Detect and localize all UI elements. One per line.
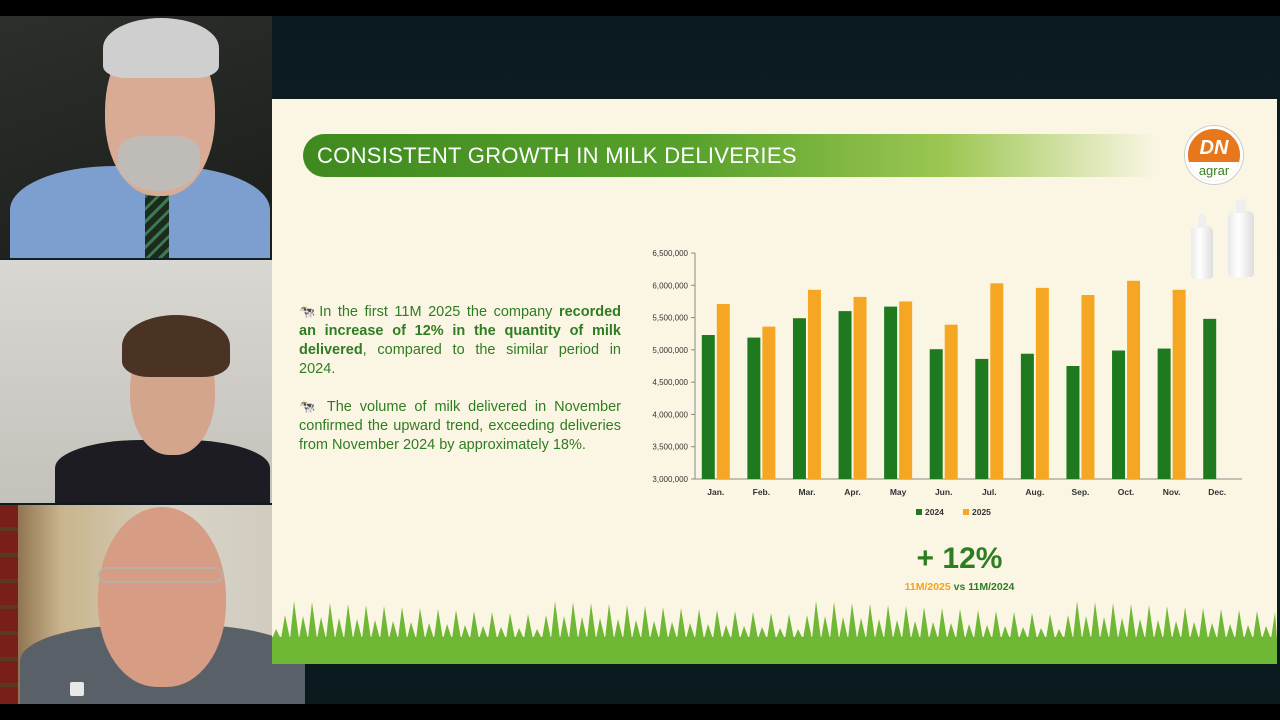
legend-label-2025: 2025 bbox=[972, 507, 991, 517]
bar-2025-aug bbox=[1035, 287, 1049, 479]
y-tick-label: 4,500,000 bbox=[652, 378, 688, 387]
paragraph-1-prefix: In the first 11M 2025 the company bbox=[319, 304, 559, 320]
bar-2024-feb bbox=[747, 337, 761, 479]
comparison-period-b: 11M/2024 bbox=[968, 581, 1015, 593]
participant-1-beard bbox=[118, 136, 200, 191]
bar-2025-oct bbox=[1127, 280, 1141, 479]
chart-legend: 2024 2025 bbox=[916, 507, 991, 517]
bar-2025-jul bbox=[990, 283, 1004, 479]
x-tick-label: Sep. bbox=[1071, 487, 1089, 497]
presentation-slide: CONSISTENT GROWTH IN MILK DELIVERIES DN … bbox=[272, 99, 1277, 664]
grass-blades bbox=[272, 601, 1277, 664]
bar-2025-feb bbox=[762, 326, 776, 479]
bar-2024-jun bbox=[929, 349, 943, 479]
milk-bottle-icon bbox=[1228, 199, 1254, 277]
bar-2025-jan bbox=[716, 304, 730, 479]
growth-percentage: + 12% bbox=[916, 542, 1003, 575]
milk-deliveries-chart: 3,000,000 3,500,000 4,000,000 4,500,000 5,00… bbox=[652, 249, 1242, 517]
x-tick-label: Apr. bbox=[844, 487, 861, 497]
bar-2024-apr bbox=[838, 311, 852, 479]
paragraph-1-suffix: , compared to the similar period in 2024… bbox=[299, 342, 621, 377]
x-tick-label: Jun. bbox=[935, 487, 952, 497]
x-tick-label: Jan. bbox=[707, 487, 724, 497]
bar-2025-sep bbox=[1081, 294, 1095, 479]
x-axis-labels: Jan. Feb. Mar. Apr. May Jun. Jul. Aug. Sep. Oct. N… bbox=[707, 487, 1226, 497]
x-tick-label: Mar. bbox=[798, 487, 815, 497]
x-tick-label: Oct. bbox=[1118, 487, 1135, 497]
paragraph-2-text: The volume of milk delivered in November… bbox=[299, 399, 621, 453]
paragraph-1-bold: recorded an increase of 12% in the quant… bbox=[299, 304, 621, 358]
x-tick-label: Jul. bbox=[982, 487, 997, 497]
y-tick-label: 3,000,000 bbox=[652, 475, 688, 484]
bar-2025-may bbox=[899, 301, 913, 479]
y-tick-label: 6,000,000 bbox=[652, 281, 688, 290]
participant-3-glasses bbox=[98, 567, 223, 583]
x-tick-label: Feb. bbox=[753, 487, 770, 497]
participant-video-1[interactable] bbox=[0, 16, 272, 258]
bar-2024-oct bbox=[1112, 350, 1126, 479]
participant-2-hair bbox=[122, 315, 230, 377]
cow-icon: 🐄 bbox=[299, 304, 316, 319]
bar-2024-may bbox=[884, 306, 898, 479]
slide-title: CONSISTENT GROWTH IN MILK DELIVERIES bbox=[317, 143, 797, 168]
comparison-period-a: 11M/2025 bbox=[904, 581, 951, 593]
y-tick-label: 3,500,000 bbox=[652, 443, 688, 452]
growth-comparison: 11M/2025 vs 11M/2024 bbox=[872, 581, 1047, 593]
participant-1-hair bbox=[103, 18, 219, 78]
title-banner bbox=[303, 134, 1158, 177]
x-tick-label: Dec. bbox=[1208, 487, 1226, 497]
y-axis: 3,000,000 3,500,000 4,000,000 4,500,000 5,00… bbox=[652, 249, 1242, 484]
bar-2024-mar bbox=[792, 318, 806, 479]
legend-swatch-2025 bbox=[963, 509, 969, 515]
bar-2025-nov bbox=[1172, 289, 1186, 479]
bar-2024-sep bbox=[1066, 366, 1080, 479]
bar-2024-jul bbox=[975, 358, 989, 479]
bar-2024-jan bbox=[701, 335, 715, 479]
y-tick-label: 5,500,000 bbox=[652, 314, 688, 323]
x-tick-label: May bbox=[890, 487, 907, 497]
bar-2025-jun bbox=[944, 324, 958, 479]
logo-sub-text: agrar bbox=[1188, 162, 1240, 181]
y-tick-label: 4,000,000 bbox=[652, 410, 688, 419]
x-tick-label: Aug. bbox=[1025, 487, 1044, 497]
participant-video-3[interactable] bbox=[0, 505, 305, 704]
bar-2024-nov bbox=[1157, 348, 1171, 479]
paragraph-increase: 🐄 In the first 11M 2025 the company recor… bbox=[299, 302, 621, 379]
legend-swatch-2024 bbox=[916, 509, 922, 515]
bar-2025-mar bbox=[807, 289, 821, 479]
bars bbox=[701, 280, 1217, 479]
bar-2024-aug bbox=[1020, 353, 1034, 479]
comparison-vs: vs bbox=[950, 581, 969, 593]
logo-main-text: DN bbox=[1199, 137, 1229, 159]
bar-2025-apr bbox=[853, 296, 867, 479]
participant-1-tie bbox=[145, 186, 169, 258]
y-tick-label: 6,500,000 bbox=[652, 249, 688, 258]
bookshelf bbox=[0, 505, 18, 704]
legend-label-2024: 2024 bbox=[925, 507, 944, 517]
bar-2024-dec bbox=[1203, 318, 1217, 479]
company-logo: DN agrar bbox=[1185, 126, 1243, 184]
grass-decoration bbox=[272, 601, 1277, 664]
paragraph-november: 🐄 The volume of milk delivered in Novemb… bbox=[299, 397, 621, 455]
milk-bottle-icon bbox=[1191, 214, 1213, 279]
participant-video-2[interactable] bbox=[0, 260, 272, 503]
participant-3-head bbox=[98, 507, 226, 687]
cow-icon: 🐄 bbox=[299, 399, 316, 414]
x-tick-label: Nov. bbox=[1163, 487, 1181, 497]
app-icon[interactable] bbox=[70, 682, 84, 696]
y-tick-label: 5,000,000 bbox=[652, 346, 688, 355]
